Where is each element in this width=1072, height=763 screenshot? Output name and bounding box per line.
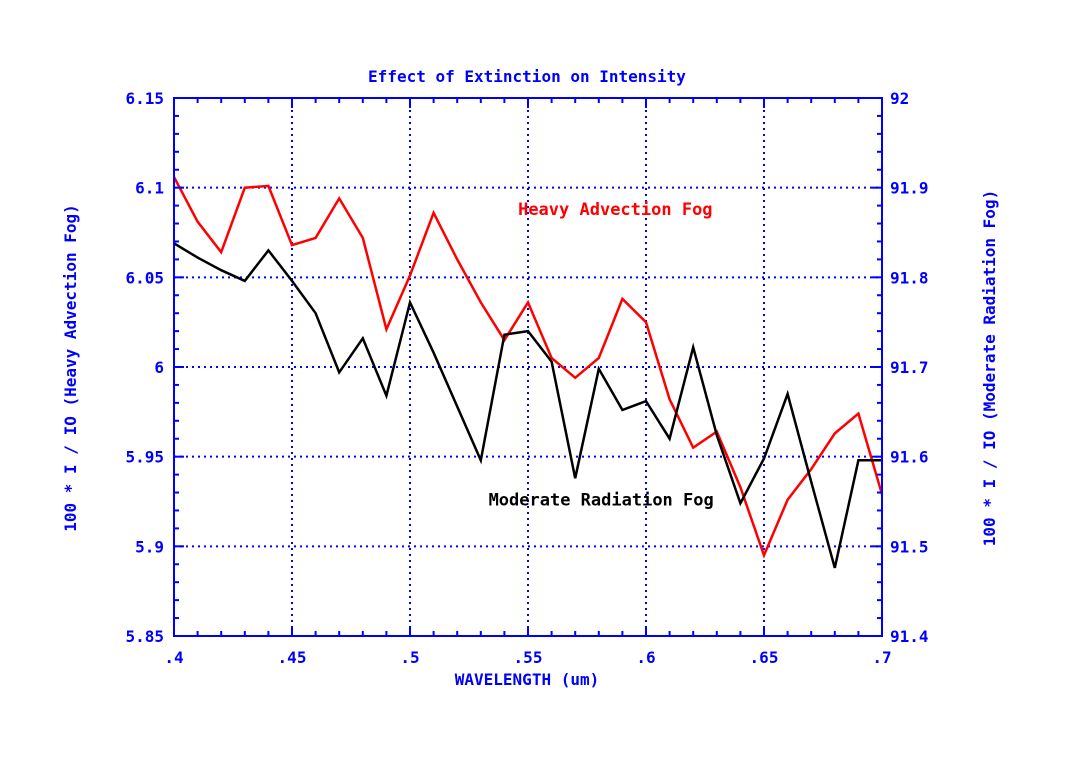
y-left-tick-label: 5.95 [125, 448, 164, 467]
x-tick-label: .6 [636, 648, 655, 667]
y-axis-left-label: 100 * I / IO (Heavy Advection Fog) [61, 204, 80, 532]
x-tick-label: .4 [164, 648, 183, 667]
y-right-tick-label: 91.5 [890, 537, 929, 556]
x-tick-label: .55 [514, 648, 543, 667]
x-tick-label: .5 [400, 648, 419, 667]
series-line-heavy-advection-fog [172, 176, 884, 559]
y-left-tick-label: 5.9 [135, 537, 164, 556]
annotations: Heavy Advection Fog Moderate Radiation Fo… [489, 200, 714, 511]
y-right-tick-label: 91.4 [890, 627, 929, 646]
annotation-moderate-radiation-fog: Moderate Radiation Fog [489, 491, 714, 511]
y-right-tick-label: 92 [890, 89, 909, 108]
y-right-tick-label: 91.8 [890, 268, 929, 287]
y-left-tick-label: 6 [154, 358, 164, 377]
axes [173, 97, 883, 637]
y-right-tick-label: 91.9 [890, 179, 929, 198]
y-axis-right-label: 100 * I / IO (Moderate Radiation Fog) [980, 190, 999, 546]
y-left-tick-label: 6.15 [125, 89, 164, 108]
x-tick-label: .7 [872, 648, 891, 667]
y-left-tick-label: 6.05 [125, 268, 164, 287]
chart-title: Effect of Extinction on Intensity [368, 67, 686, 86]
series-line-moderate-radiation-fog [173, 242, 882, 569]
x-axis-label: WAVELENGTH (um) [455, 670, 600, 689]
x-tick-label: .45 [278, 648, 307, 667]
series-lines [172, 176, 884, 569]
tick-labels: .4 .45 .5 .55 .6 .65 .7 5.85 5.9 5.95 6 6.05 6.1 6.15… [125, 89, 928, 667]
annotation-heavy-advection-fog: Heavy Advection Fog [518, 200, 712, 220]
y-left-tick-label: 6.1 [135, 179, 164, 198]
y-left-tick-label: 5.85 [125, 627, 164, 646]
grid-lines [174, 98, 882, 636]
y-right-tick-label: 91.7 [890, 358, 929, 377]
x-tick-label: .65 [750, 648, 779, 667]
y-right-tick-label: 91.6 [890, 448, 929, 467]
